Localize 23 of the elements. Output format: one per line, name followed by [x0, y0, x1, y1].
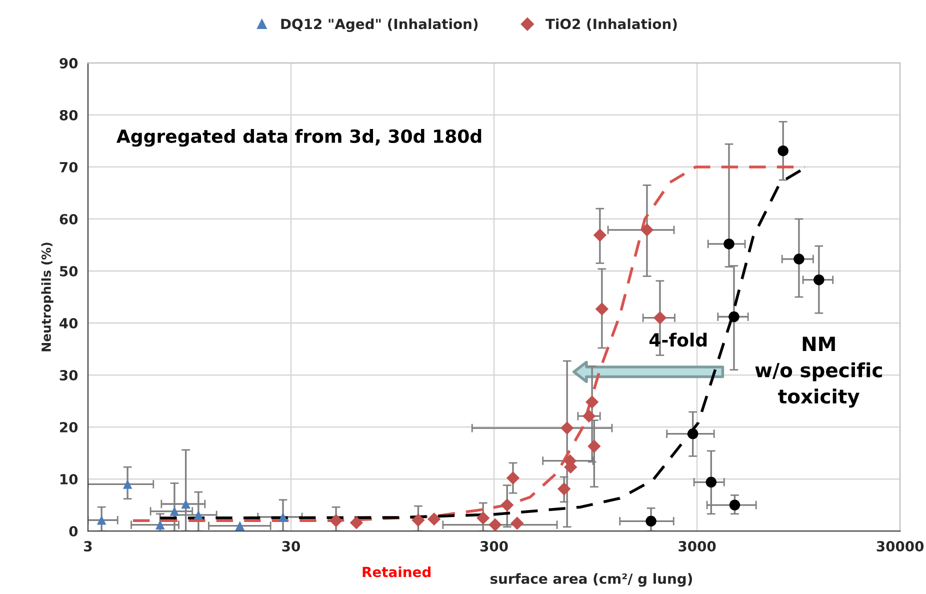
annotation: NM w/o specific toxicity: [755, 336, 882, 408]
y-tick-label: 20: [60, 422, 78, 432]
x-tick-label: 300: [480, 541, 508, 552]
y-tick-label: 40: [60, 318, 78, 328]
annotation: 4-fold: [649, 332, 707, 347]
y-tick-label: 10: [60, 474, 78, 484]
y-tick-label: 70: [60, 162, 78, 172]
x-axis-title: surface area (cm²/ g lung): [490, 573, 692, 587]
y-tick-label: 50: [60, 266, 78, 276]
y-tick-label: 0: [69, 526, 78, 537]
x-tick-label: 3000: [678, 541, 716, 552]
y-tick-label: 60: [60, 214, 78, 224]
annotation: Aggregated data from 3d, 30d 180d: [116, 129, 482, 147]
legend-label: TiO2 (Inhalation): [546, 18, 677, 31]
y-axis-title: Neutrophils (%): [41, 242, 54, 352]
y-tick-label: 30: [60, 370, 78, 380]
x-tick-label: 30000: [876, 541, 924, 552]
text: Retained: [362, 566, 430, 578]
legend-label: DQ12 "Aged" (Inhalation): [281, 18, 478, 32]
y-tick-label: 90: [60, 58, 78, 68]
x-tick-label: 30: [282, 541, 300, 552]
x-tick-label: 3: [84, 541, 92, 552]
y-tick-label: 80: [60, 110, 78, 120]
